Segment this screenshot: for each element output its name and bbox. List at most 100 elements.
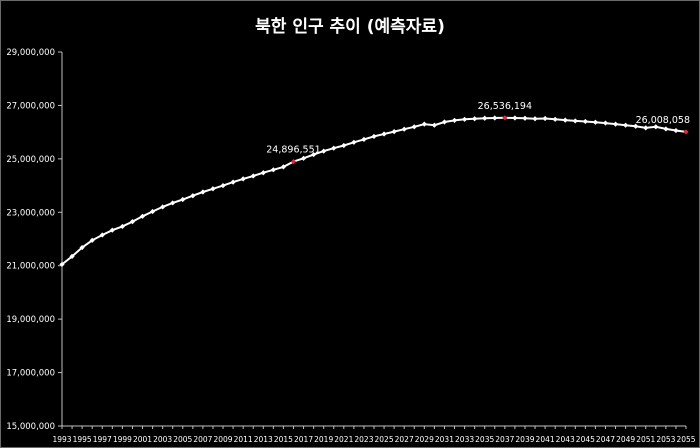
- data-point: [612, 121, 619, 127]
- x-tick-label: 2051: [636, 435, 655, 444]
- chart-title: 북한 인구 추이 (예측자료): [255, 17, 445, 37]
- x-tick-label: 2005: [173, 435, 192, 444]
- data-point: [119, 223, 125, 230]
- x-tick-label: 2053: [656, 435, 675, 444]
- data-point: [69, 253, 75, 259]
- data-point: [542, 115, 548, 122]
- x-axis-ticks: 1993 1995 1997 1999 2001 2003 2005 2007 2009 2011…: [52, 426, 696, 444]
- data-point: [331, 145, 337, 151]
- data-point: [592, 119, 599, 125]
- y-tick-label: 15,000,000: [6, 422, 55, 432]
- data-point: [230, 179, 236, 185]
- y-tick-label: 23,000,000: [6, 208, 55, 218]
- x-tick-label: 2019: [314, 435, 333, 444]
- data-point: [341, 142, 347, 149]
- x-tick-label: 2011: [234, 435, 253, 444]
- x-tick-label: 2015: [274, 435, 293, 444]
- data-point: [653, 124, 659, 130]
- x-tick-label: 2017: [294, 435, 313, 444]
- data-point: [451, 117, 458, 123]
- data-point: [421, 121, 427, 127]
- data-point: [431, 122, 437, 128]
- data-point: [391, 129, 397, 135]
- x-tick-label: 2025: [375, 435, 394, 444]
- data-point: [492, 115, 498, 121]
- x-tick-label: 2035: [475, 435, 494, 444]
- x-tick-label: 2023: [354, 435, 373, 444]
- data-label: 26,008,058: [636, 115, 690, 126]
- x-tick-label: 2049: [616, 435, 635, 444]
- y-tick-label: 25,000,000: [6, 155, 55, 165]
- data-point: [149, 208, 156, 215]
- x-tick-label: 2029: [415, 435, 434, 444]
- data-point: [472, 116, 478, 122]
- data-point: [401, 126, 407, 132]
- x-tick-label: 2001: [133, 435, 152, 444]
- x-tick-label: 2009: [213, 435, 232, 444]
- x-tick-label: 2021: [334, 435, 353, 444]
- data-point: [240, 176, 246, 182]
- x-tick-label: 2041: [536, 435, 555, 444]
- x-tick-label: 2031: [435, 435, 454, 444]
- data-point: [89, 237, 95, 243]
- x-tick-label: 2033: [455, 435, 474, 444]
- data-point: [250, 173, 256, 179]
- x-tick-label: 2003: [153, 435, 172, 444]
- data-point: [532, 116, 538, 122]
- data-point: [582, 118, 588, 125]
- data-point: [170, 200, 176, 206]
- highlighted-data-point: [290, 159, 297, 165]
- data-point: [522, 115, 528, 121]
- data-label: 26,536,194: [478, 101, 532, 112]
- x-tick-label: 1993: [52, 435, 71, 444]
- data-point: [129, 219, 136, 225]
- y-tick-label: 17,000,000: [6, 369, 55, 379]
- data-point: [200, 189, 206, 195]
- data-point: [633, 123, 639, 129]
- x-tick-label: 1997: [93, 435, 112, 444]
- data-point: [461, 116, 468, 122]
- data-point: [512, 115, 518, 121]
- series-line: [61, 116, 687, 266]
- x-tick-label: 2039: [515, 435, 534, 444]
- highlighted-data-point: [683, 129, 689, 135]
- data-point: [361, 136, 367, 142]
- data-point: [602, 120, 609, 126]
- x-tick-label: 1995: [73, 435, 92, 444]
- data-point: [552, 116, 558, 122]
- highlighted-data-point: [502, 115, 508, 121]
- axes: [61, 52, 686, 427]
- x-tick-label: 2047: [596, 435, 615, 444]
- data-labels: 24,896,551 26,536,194 26,008,058: [266, 101, 690, 156]
- data-point: [270, 167, 276, 173]
- data-point: [411, 124, 417, 130]
- x-tick-label: 2013: [254, 435, 273, 444]
- y-tick-label: 27,000,000: [6, 101, 55, 111]
- data-point: [139, 213, 146, 219]
- data-point: [351, 139, 357, 145]
- data-point: [99, 232, 105, 238]
- data-point: [482, 115, 488, 121]
- x-tick-label: 2043: [556, 435, 575, 444]
- data-point: [300, 155, 307, 161]
- data-point: [280, 164, 287, 170]
- y-axis-ticks: 15,000,000 17,000,000 19,000,000 21,000,000…: [6, 48, 62, 432]
- data-point: [59, 261, 65, 267]
- data-point: [79, 244, 85, 251]
- data-point: [623, 122, 629, 128]
- y-tick-label: 19,000,000: [6, 315, 55, 325]
- data-point: [371, 133, 377, 140]
- data-point: [311, 151, 317, 158]
- x-tick-label: 2055: [676, 435, 695, 444]
- data-point: [190, 193, 196, 199]
- data-label: 24,896,551: [266, 145, 320, 156]
- series-group: [59, 115, 689, 267]
- data-point: [160, 204, 166, 210]
- data-point: [381, 131, 387, 137]
- y-tick-label: 29,000,000: [6, 48, 55, 58]
- data-point: [673, 127, 679, 134]
- data-point: [441, 119, 448, 125]
- data-point: [643, 125, 649, 131]
